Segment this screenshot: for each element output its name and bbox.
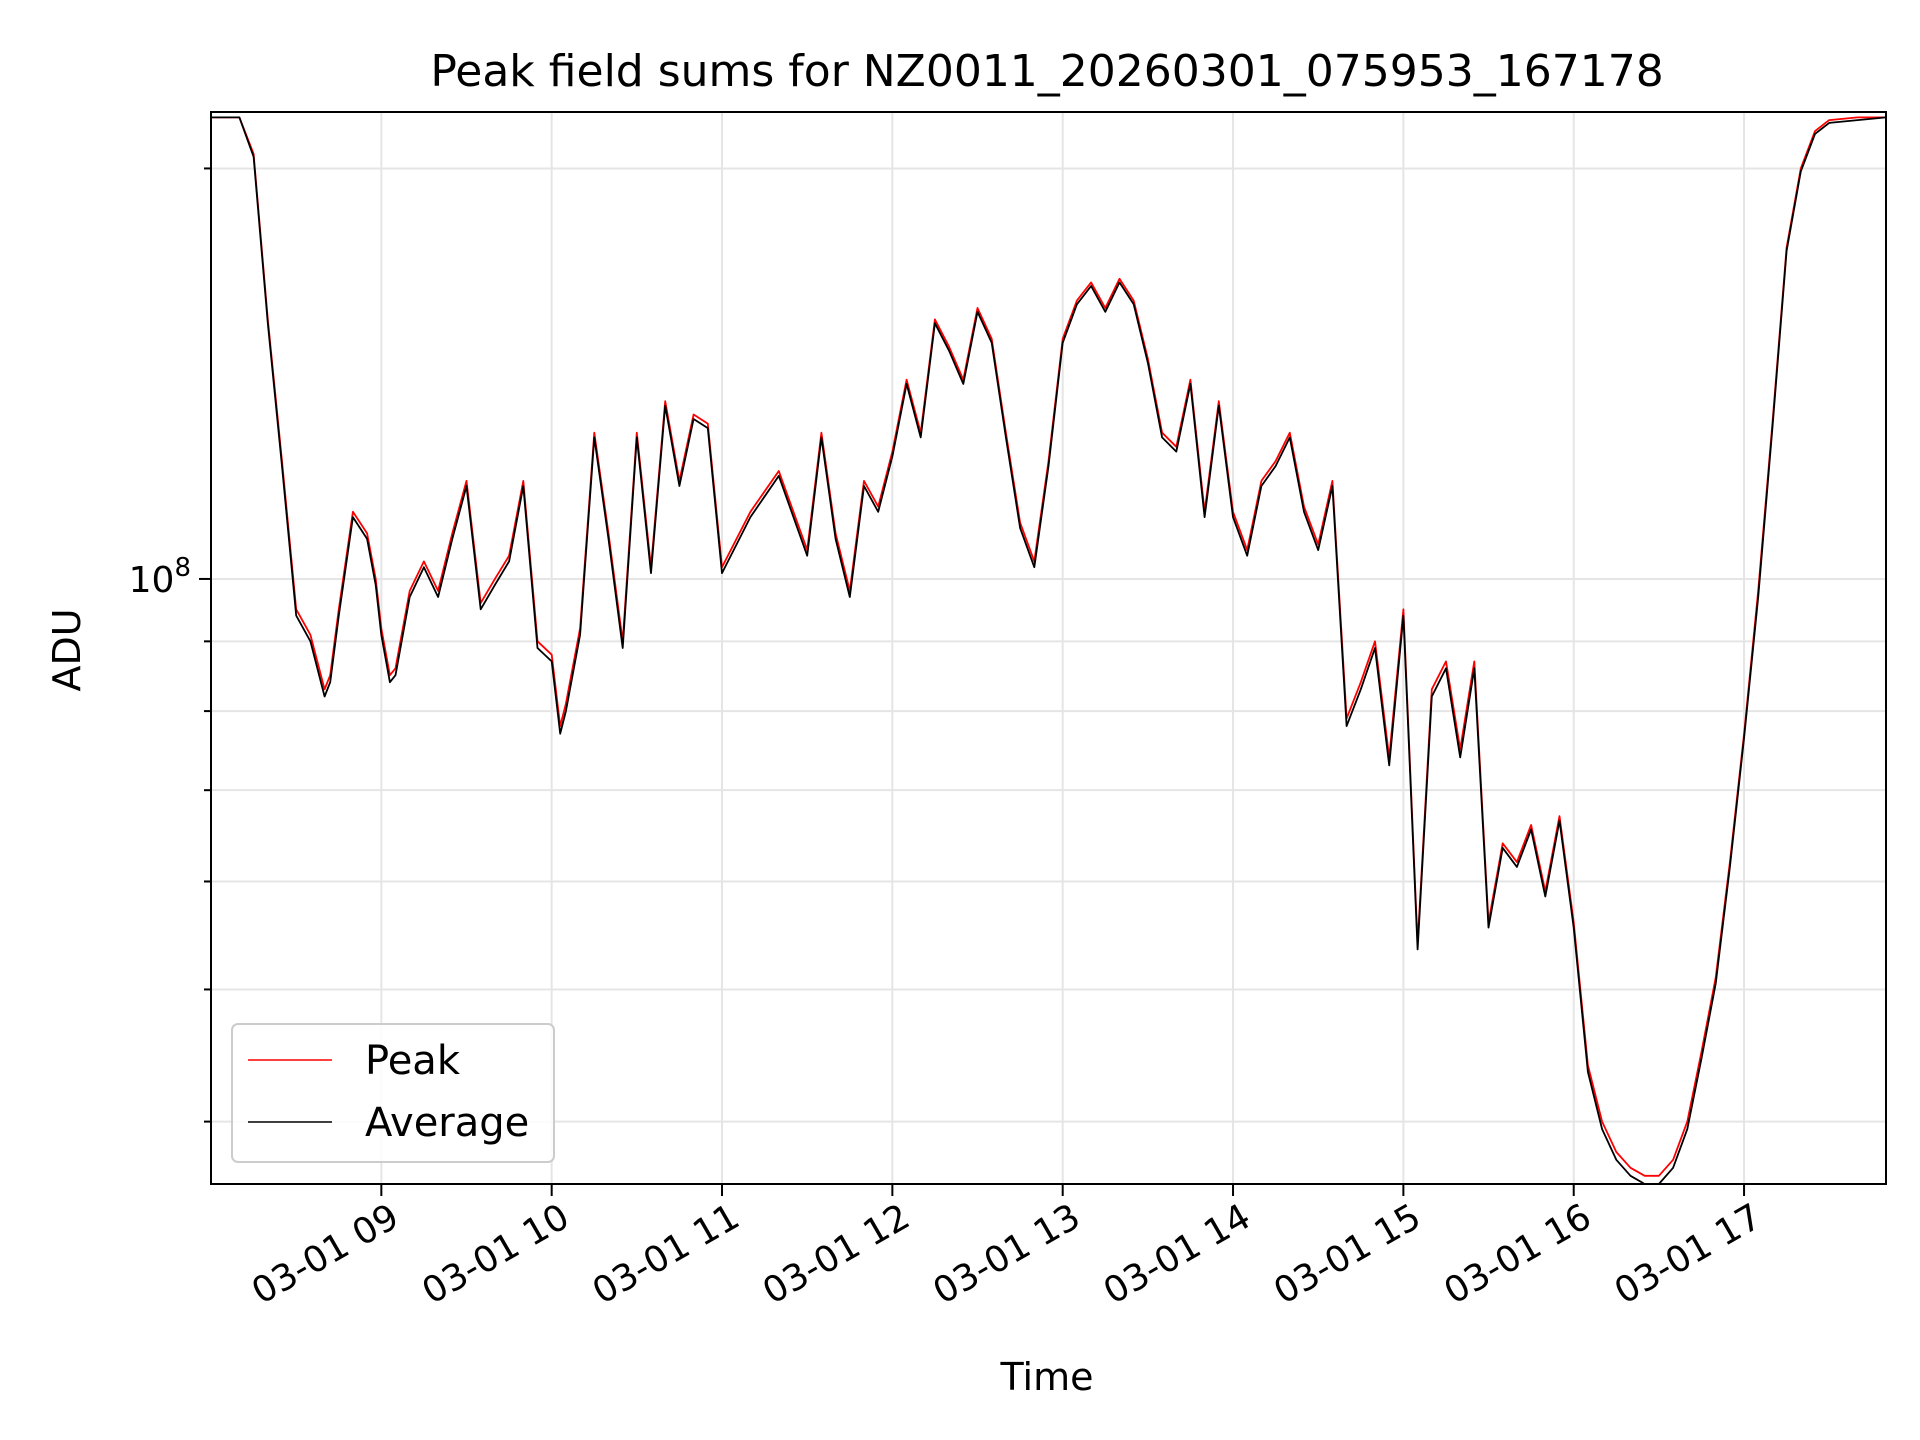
legend-peak-label: Peak [365, 1038, 461, 1084]
y-axis-ticks: 108 [129, 167, 211, 1123]
series-lines [211, 116, 1887, 1185]
legend-box [231, 1023, 555, 1163]
legend: Peak Average [231, 1023, 555, 1163]
chart-title: Peak field sums for NZ0011_20260301_0759… [430, 46, 1663, 97]
x-axis-label: Time [1000, 1355, 1094, 1399]
y-tick-label: 108 [129, 553, 191, 601]
plot-frame [210, 111, 1887, 1185]
legend-average-label: Average [365, 1100, 529, 1146]
y-axis-label: ADU [45, 608, 89, 691]
grid-lines [211, 112, 1886, 1184]
series-line-average [211, 116, 1887, 1185]
